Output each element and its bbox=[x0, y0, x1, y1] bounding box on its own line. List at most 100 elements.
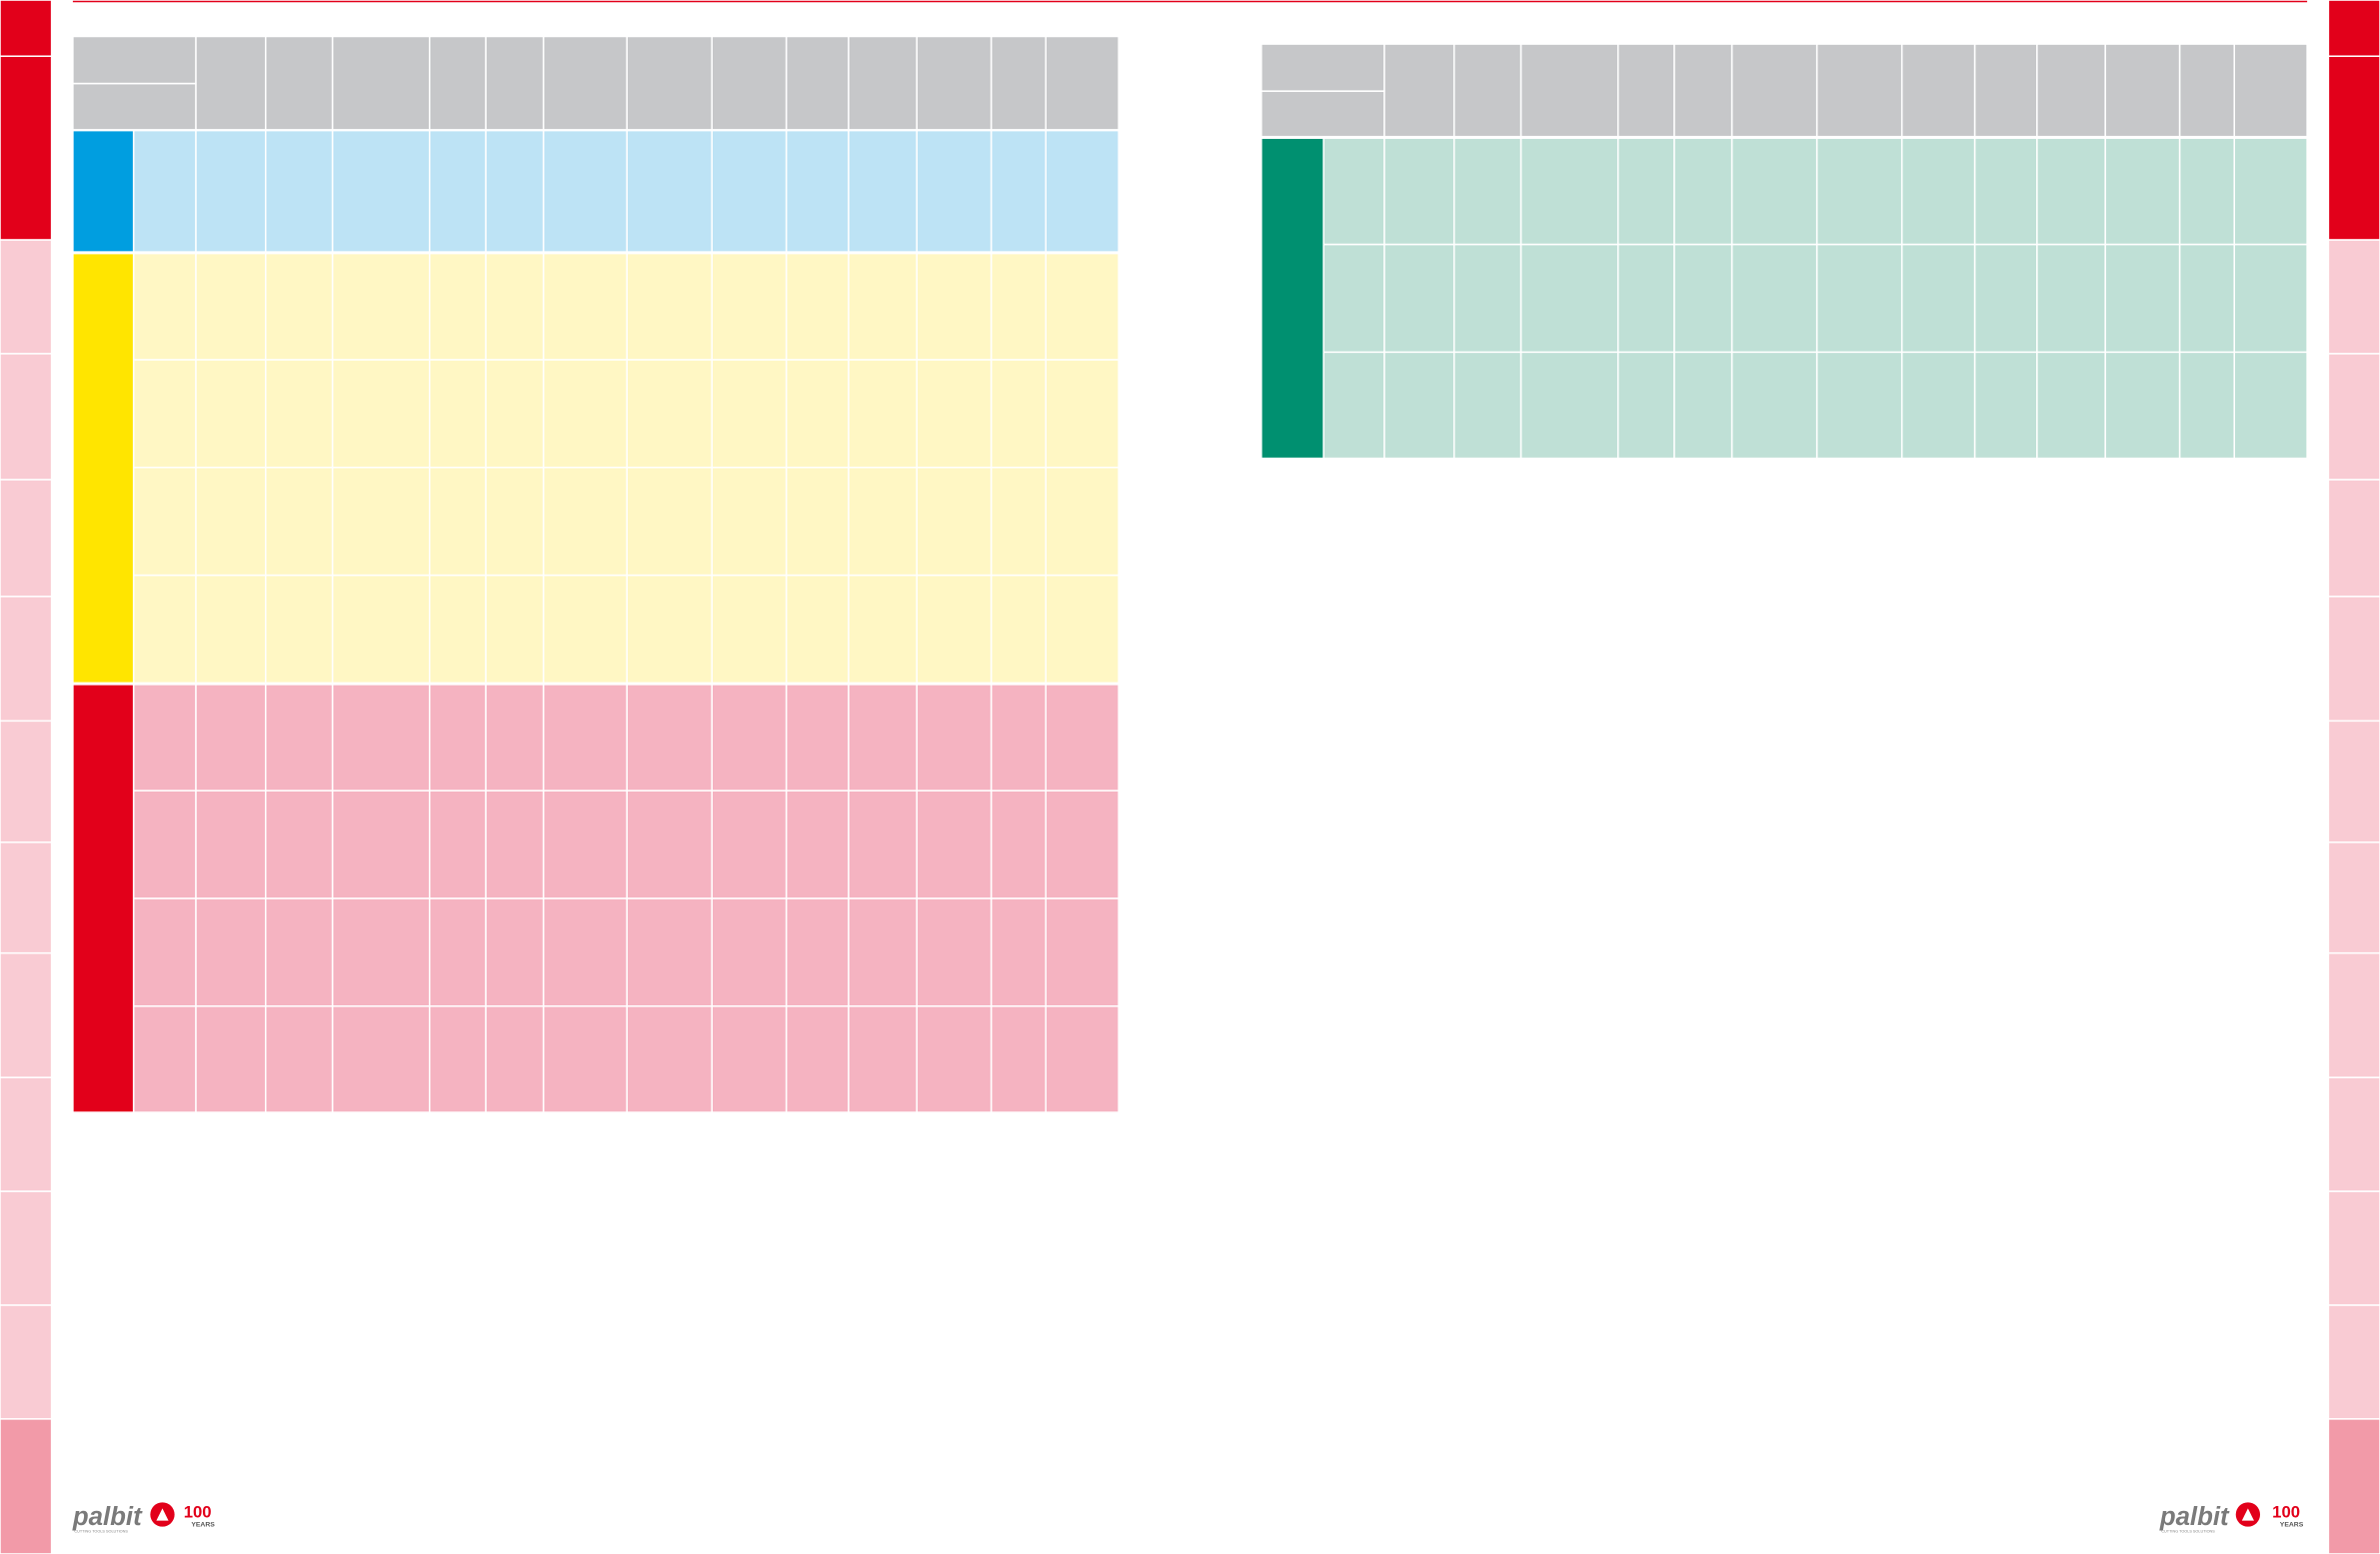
logo-mark-inner bbox=[156, 1508, 169, 1521]
side-tab bbox=[2327, 479, 2380, 598]
table-cell bbox=[1045, 1005, 1120, 1113]
table-cell bbox=[1900, 243, 1976, 354]
table-cell bbox=[785, 252, 850, 361]
side-tab bbox=[2327, 0, 2380, 57]
table-cell bbox=[428, 897, 487, 1007]
table-cell bbox=[1045, 574, 1120, 685]
table-cell bbox=[331, 129, 431, 253]
table-cell bbox=[428, 684, 487, 791]
table-cell bbox=[1045, 252, 1120, 361]
table-cell bbox=[990, 897, 1048, 1007]
table-cell bbox=[785, 684, 850, 791]
table-cell bbox=[1616, 243, 1675, 354]
table-cell bbox=[1673, 243, 1733, 354]
table-cell bbox=[990, 1005, 1048, 1113]
side-tab bbox=[2327, 841, 2380, 954]
table-cell bbox=[1973, 351, 2038, 460]
table-cell bbox=[1452, 243, 1522, 354]
table-cell bbox=[1322, 351, 1385, 460]
table-cell bbox=[990, 789, 1048, 899]
table-cell bbox=[331, 574, 431, 685]
table-cell bbox=[711, 466, 788, 577]
table-cell bbox=[195, 129, 267, 253]
table-cell bbox=[195, 897, 267, 1007]
header-cell bbox=[428, 35, 487, 131]
table-cell bbox=[785, 129, 850, 253]
side-tab bbox=[2327, 1418, 2380, 1554]
table-cell bbox=[195, 252, 267, 361]
table-cell bbox=[428, 129, 487, 253]
side-tab bbox=[2327, 1304, 2380, 1420]
table-cell bbox=[2104, 351, 2181, 460]
header-cell bbox=[848, 35, 918, 131]
table-cell bbox=[785, 466, 850, 577]
header-cell bbox=[1260, 90, 1385, 138]
table-cell bbox=[626, 466, 713, 577]
table-cell bbox=[990, 129, 1048, 253]
table-cell bbox=[1815, 351, 1903, 460]
table-cell bbox=[428, 252, 487, 361]
table-cell bbox=[990, 574, 1048, 685]
table-cell bbox=[264, 897, 334, 1007]
table-cell bbox=[195, 1005, 267, 1113]
header-cell bbox=[1900, 43, 1976, 138]
table-cell bbox=[1519, 137, 1619, 246]
table-cell bbox=[1673, 351, 1733, 460]
table-cell bbox=[785, 789, 850, 899]
table-cell bbox=[1383, 243, 1455, 354]
table-cell bbox=[2178, 351, 2235, 460]
table-cell bbox=[1452, 137, 1522, 246]
table-cell bbox=[132, 684, 197, 791]
header-cell bbox=[2233, 43, 2308, 138]
tagline: CUTTING TOOLS SOLUTIONS bbox=[2161, 1530, 2215, 1534]
table-cell bbox=[1519, 351, 1619, 460]
table-cell bbox=[132, 252, 197, 361]
table-cell bbox=[626, 897, 713, 1007]
table-cell bbox=[1616, 351, 1675, 460]
table-cell bbox=[2178, 137, 2235, 246]
header-cell bbox=[2178, 43, 2235, 138]
header-cell bbox=[626, 35, 713, 131]
table-cell bbox=[264, 359, 334, 469]
side-tab bbox=[0, 479, 53, 598]
table-cell bbox=[711, 684, 788, 791]
side-tab bbox=[0, 0, 53, 57]
table-cell bbox=[848, 252, 918, 361]
anniversary: 100 bbox=[2272, 1503, 2300, 1522]
logo-mark-inner bbox=[2241, 1508, 2254, 1521]
table-cell bbox=[1616, 137, 1675, 246]
table-cell bbox=[1730, 351, 1818, 460]
side-tab bbox=[2327, 55, 2380, 241]
header-cell bbox=[990, 35, 1048, 131]
table-cell bbox=[542, 466, 628, 577]
group-bar bbox=[72, 252, 135, 685]
table-cell bbox=[132, 466, 197, 577]
table-cell bbox=[990, 359, 1048, 469]
table-cell bbox=[485, 574, 545, 685]
table-cell bbox=[331, 897, 431, 1007]
table-cell bbox=[132, 897, 197, 1007]
table-cell bbox=[848, 574, 918, 685]
header-cell bbox=[785, 35, 850, 131]
table-cell bbox=[1730, 137, 1818, 246]
table-cell bbox=[195, 574, 267, 685]
header-cell bbox=[1673, 43, 1733, 138]
table-cell bbox=[264, 574, 334, 685]
side-tab bbox=[0, 55, 53, 241]
table-cell bbox=[2104, 243, 2181, 354]
table-cell bbox=[1045, 684, 1120, 791]
table-cell bbox=[331, 789, 431, 899]
side-tab bbox=[2327, 353, 2380, 481]
table-cell bbox=[916, 466, 993, 577]
anniversary-label: YEARS bbox=[191, 1522, 215, 1529]
table-cell bbox=[1045, 466, 1120, 577]
table-cell bbox=[428, 359, 487, 469]
table-cell bbox=[711, 252, 788, 361]
header-cell bbox=[2036, 43, 2106, 138]
table-cell bbox=[132, 789, 197, 899]
table-cell bbox=[331, 684, 431, 791]
table-cell bbox=[848, 1005, 918, 1113]
table-cell bbox=[331, 359, 431, 469]
